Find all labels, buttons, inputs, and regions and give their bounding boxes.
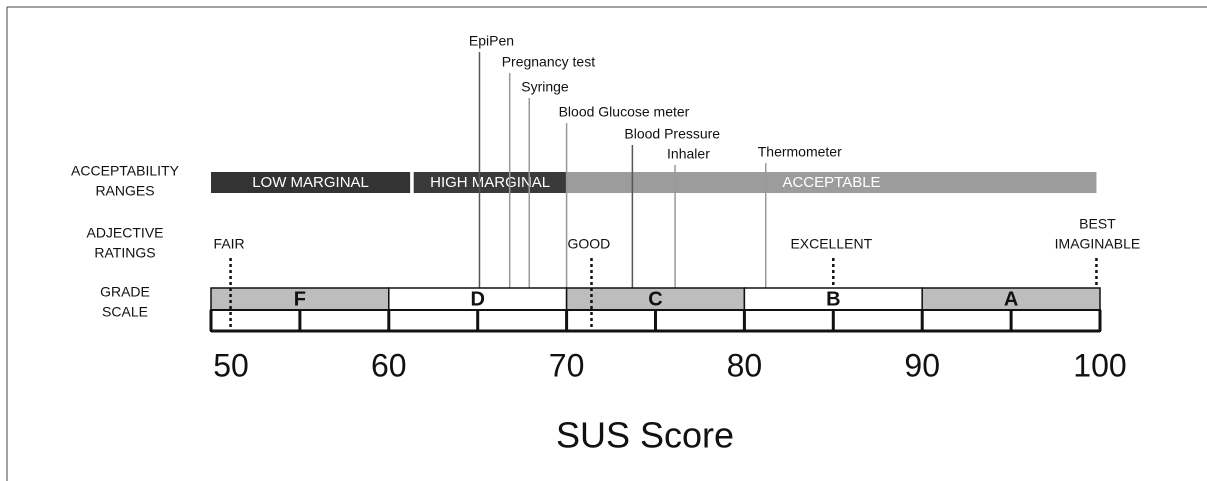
acceptability-label: ACCEPTABLE [782,174,880,191]
x-tick-label: 90 [904,347,940,383]
grade-letter: B [826,288,840,310]
x-tick-label: 60 [371,347,407,383]
grade-letter: A [1004,288,1018,310]
adjective-label: EXCELLENT [790,236,872,252]
device-label: Syringe [521,79,569,95]
row-label: ADJECTIVE [86,225,163,241]
acceptability-range [413,172,567,193]
grade-letter: D [470,288,484,310]
row-label: RATINGS [94,245,155,261]
grade-letter: C [648,288,662,310]
x-tick-label: 50 [213,347,249,383]
adjective-label: BEST [1079,216,1116,232]
row-label: ACCEPTABILITY [71,163,180,179]
row-label: GRADE [100,284,150,300]
acceptability-range [211,172,411,193]
device-label: Inhaler [667,146,710,162]
x-tick-label: 70 [549,347,585,383]
adjective-label: IMAGINABLE [1055,236,1141,252]
adjective-label: FAIR [214,236,245,252]
x-axis-label: SUS Score [556,415,734,456]
x-tick-label: 80 [727,347,763,383]
device-label: Blood Glucose meter [559,104,690,120]
acceptability-label: HIGH MARGINAL [430,174,550,191]
row-label: RANGES [95,183,154,199]
acceptability-label: LOW MARGINAL [252,174,369,191]
device-label: Blood Pressure [624,126,720,142]
adjective-label: GOOD [567,236,610,252]
device-label: Pregnancy test [502,54,595,70]
device-label: Thermometer [758,144,842,160]
row-label: SCALE [102,304,148,320]
acceptability-range [566,172,1097,193]
x-tick-label: 100 [1073,347,1126,383]
grade-letter: F [294,288,306,310]
device-label: EpiPen [469,33,514,49]
